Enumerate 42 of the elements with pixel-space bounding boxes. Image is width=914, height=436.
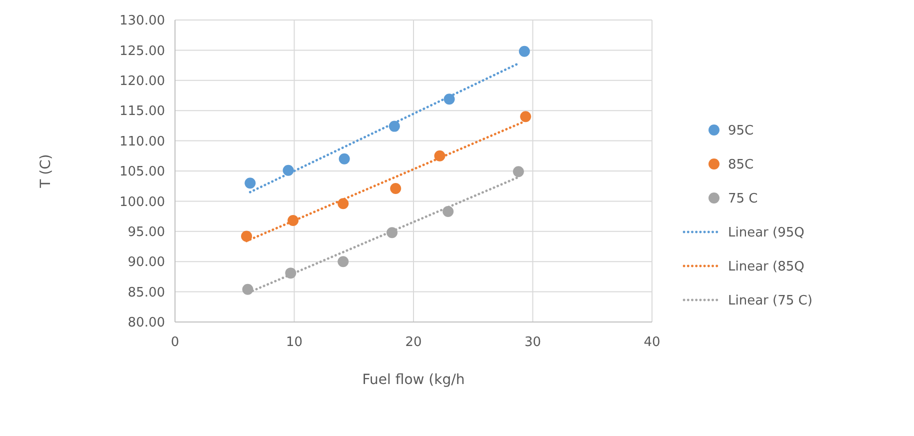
x-tick-label: 20: [405, 335, 422, 350]
point: [241, 230, 252, 242]
y-tick-label: 120.00: [120, 74, 165, 89]
point: [512, 166, 524, 178]
point: [520, 111, 532, 122]
legend-label: 75 C: [728, 192, 758, 207]
point: [444, 94, 455, 105]
y-tick-label: 125.00: [120, 44, 165, 59]
point: [434, 150, 446, 162]
point: [442, 206, 454, 217]
y-tick-label: 110.00: [120, 134, 165, 150]
y-tick-label: 95.00: [128, 224, 165, 240]
x-tick-label: 30: [524, 335, 542, 350]
point: [338, 153, 350, 164]
point: [242, 284, 254, 295]
legend-label: 85C: [728, 158, 754, 173]
y-tick-label: 115.00: [120, 104, 165, 120]
point: [388, 120, 400, 132]
x-axis-title: Fuel flow (kg/h: [362, 372, 465, 388]
legend-label: Linear (75 C): [728, 294, 812, 309]
point: [386, 227, 398, 238]
x-tick-label: 10: [286, 335, 303, 350]
point: [518, 46, 530, 57]
legend-label: Linear (85Q: [728, 260, 804, 275]
y-tick-label: 130.00: [120, 14, 165, 29]
y-tick-label: 85.00: [128, 285, 165, 300]
y-tick-label: 100.00: [120, 194, 165, 210]
point: [390, 183, 402, 194]
legend-label: 95C: [728, 124, 754, 139]
x-tick-label: 40: [644, 335, 660, 350]
point: [285, 268, 296, 279]
y-tick-label: 105.00: [120, 164, 165, 180]
point: [282, 164, 294, 176]
point: [338, 198, 349, 210]
x-tick-label: 0: [170, 335, 180, 350]
y-tick-label: 80.00: [128, 316, 165, 331]
y-tick-label: 90.00: [128, 255, 165, 270]
y-axis-title: T (C): [38, 154, 54, 189]
point: [288, 215, 299, 226]
point: [338, 256, 349, 268]
legend-label: Linear (95Q: [728, 226, 804, 241]
point: [244, 178, 256, 189]
